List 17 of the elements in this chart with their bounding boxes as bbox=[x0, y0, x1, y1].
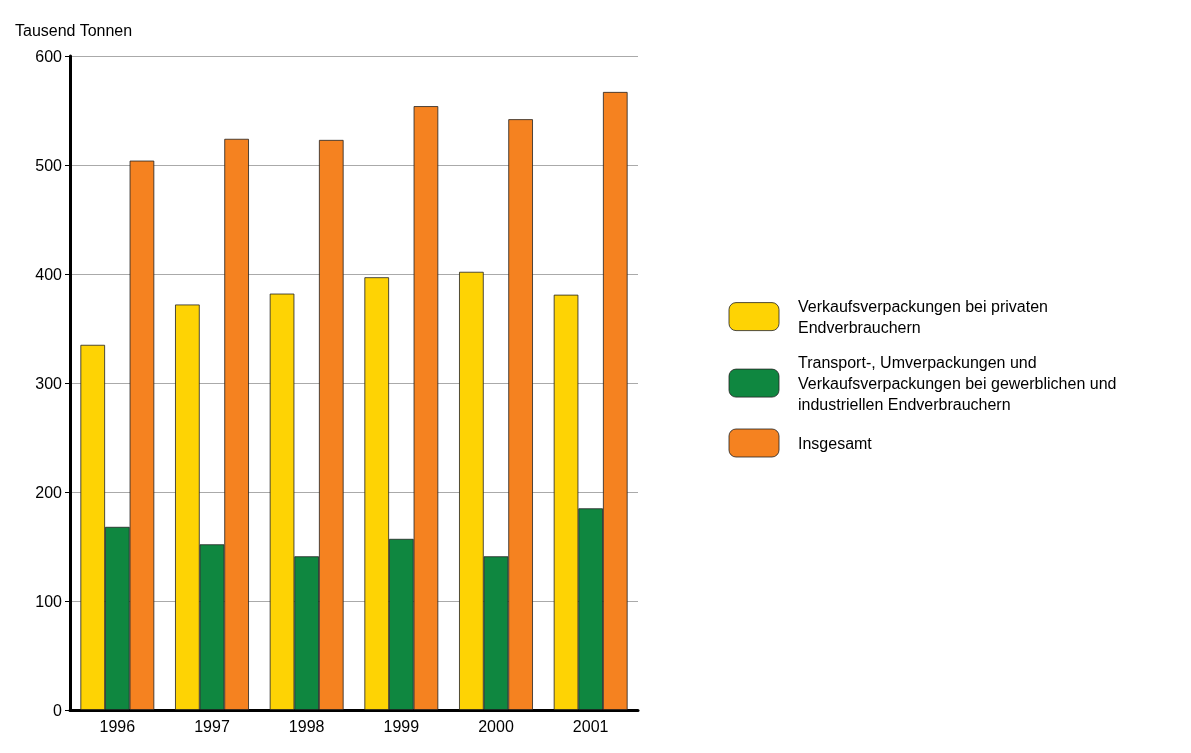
y-tick-label: 0 bbox=[53, 701, 63, 719]
x-tick-label: 1997 bbox=[194, 717, 230, 735]
x-tick-label: 1996 bbox=[99, 717, 136, 735]
y-tick-label: 500 bbox=[35, 156, 63, 174]
legend-label: Insgesamt bbox=[798, 434, 873, 452]
x-tick-label: 2000 bbox=[478, 717, 514, 735]
x-tick-label: 2001 bbox=[572, 717, 609, 735]
x-tick-label: 1998 bbox=[288, 717, 325, 735]
y-tick-label: 600 bbox=[35, 47, 63, 65]
y-tick-label: 100 bbox=[35, 592, 63, 610]
y-tick-label: 300 bbox=[35, 374, 63, 392]
y-axis-title: Tausend Tonnen bbox=[15, 21, 133, 39]
legend-label: Transport-, Umverpackungen und Verkaufsverpackungen bei gewerblichen und industriellen Endverbrauchern bbox=[798, 353, 1121, 413]
x-tick-label: 1999 bbox=[383, 717, 420, 735]
y-tick-label: 400 bbox=[35, 265, 63, 283]
y-tick-label: 200 bbox=[35, 483, 63, 501]
legend-label: Verkaufsverpackungen bei privaten Endverbrauchern bbox=[798, 297, 1053, 336]
